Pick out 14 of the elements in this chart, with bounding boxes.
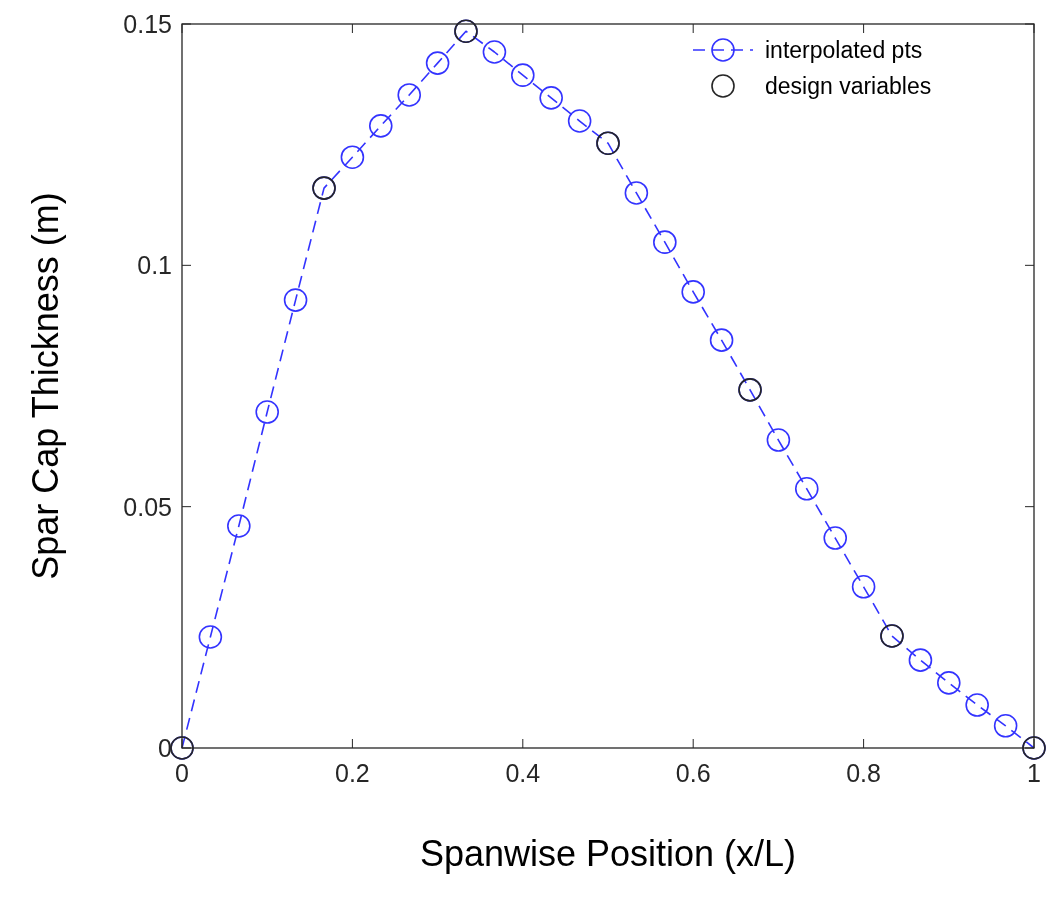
y-tick-label: 0.05 xyxy=(123,492,172,521)
legend-label: interpolated pts xyxy=(765,37,923,63)
y-tick-label: 0.1 xyxy=(137,251,172,280)
x-tick-label: 0.4 xyxy=(505,759,541,787)
x-tick-label: 0 xyxy=(175,759,189,787)
x-tick-label: 0.6 xyxy=(675,759,711,787)
legend-label: design variables xyxy=(765,73,932,99)
x-tick-label: 1 xyxy=(1027,759,1041,787)
y-tick-label: 0.15 xyxy=(123,10,172,38)
x-tick-label: 0.8 xyxy=(846,759,881,787)
y-axis-title: Spar Cap Thickness (m) xyxy=(25,192,66,580)
x-axis-title: Spanwise Position (x/L) xyxy=(419,833,797,874)
y-tick-label: 0 xyxy=(158,734,172,762)
x-tick-label: 0.2 xyxy=(335,759,370,787)
